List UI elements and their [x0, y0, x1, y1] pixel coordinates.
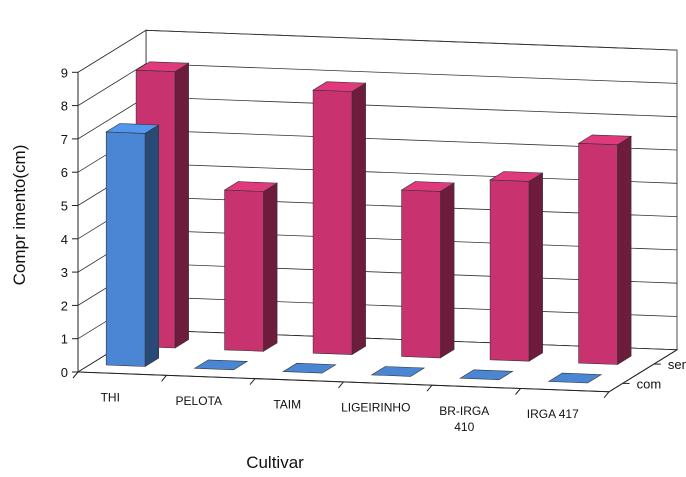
- y-tick-label: 9: [61, 65, 68, 80]
- gridline: [77, 29, 678, 73]
- y-axis-title: Compr imento(cm): [10, 145, 29, 286]
- bar-com-4: [459, 369, 514, 381]
- depth-label: sem: [668, 357, 686, 372]
- x-tick: [603, 391, 610, 399]
- x-tick: [161, 374, 167, 382]
- x-axis-title: Cultivar: [246, 453, 304, 472]
- bar-com-2: [282, 362, 337, 374]
- category-label: BR-IRGA 410: [439, 404, 489, 434]
- chart-labels: 0 1 2 3 4 5 6 7 8 9 THI PELOTA TAIM LIGEIRINHO BR-IRGA…: [10, 65, 686, 472]
- x-tick: [72, 371, 79, 379]
- y-tick-label: 2: [61, 298, 68, 313]
- x-tick: [338, 381, 344, 389]
- bar-sem-3: [400, 181, 456, 359]
- category-label: LIGEIRINHO: [341, 401, 410, 415]
- category-label: IRGA 417: [527, 407, 579, 421]
- depth-axis-line: [608, 349, 678, 393]
- bar-sem-4: [489, 171, 544, 362]
- category-label: TAIM: [273, 397, 301, 411]
- y-tick-label: 8: [61, 99, 68, 114]
- bar-com-5: [547, 372, 603, 384]
- x-tick: [515, 388, 521, 395]
- x-tick: [426, 384, 433, 392]
- y-tick-label: 5: [61, 199, 68, 214]
- y-tick-label: 1: [61, 332, 68, 347]
- y-tick-label: 0: [61, 365, 68, 380]
- category-label: THI: [101, 391, 120, 405]
- bar-sem-1: [223, 181, 279, 352]
- category-label: PELOTA: [176, 394, 222, 408]
- y-tick-label: 3: [61, 265, 68, 280]
- bar-com-0: [105, 123, 160, 368]
- bar-com-3: [370, 366, 426, 377]
- bar-sem-2: [312, 81, 367, 356]
- bar-com-1: [193, 359, 249, 371]
- y-tick-label: 7: [61, 132, 68, 147]
- chart-bars: [105, 61, 633, 384]
- y-tick-label: 4: [61, 232, 68, 247]
- y-tick-label: 6: [61, 165, 68, 180]
- bar-sem-5: [577, 134, 633, 366]
- gridline: [77, 63, 678, 106]
- x-tick: [249, 378, 256, 385]
- depth-label: com: [637, 376, 662, 391]
